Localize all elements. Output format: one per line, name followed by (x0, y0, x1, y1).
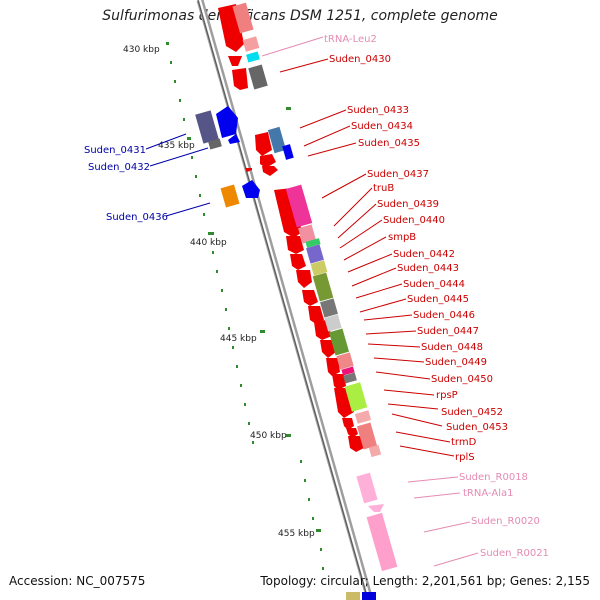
gene-arrow (242, 180, 260, 198)
gene-box (298, 224, 316, 244)
accession-text: Accession: NC_007575 (9, 574, 146, 588)
gene-label-suden-0444: Suden_0444 (403, 279, 465, 290)
gene-label-trna-ala1: tRNA-Ala1 (463, 488, 513, 499)
gene-box (312, 272, 334, 302)
gene-arrow (262, 166, 278, 176)
gene-label-trna-leu2: tRNA-Leu2 (324, 34, 377, 45)
gene-arrow (296, 270, 312, 288)
gene-box (208, 138, 222, 150)
gene-label-suden-0436: Suden_0436 (106, 212, 168, 223)
kbp-label-440: 440 kbp (190, 238, 227, 248)
gene-label-suden-0442: Suden_0442 (393, 249, 455, 260)
gene-labels: tRNA-Leu2 Suden_0430 Suden_0431 Suden_04… (84, 34, 549, 559)
gene-box (232, 2, 254, 34)
gene-label-suden-r0021: Suden_R0021 (480, 548, 549, 559)
gene-box (282, 144, 294, 160)
gene-box (305, 238, 321, 248)
gene-arrows-inner (218, 4, 364, 452)
gene-box (246, 51, 260, 63)
gene-arrow (274, 188, 302, 238)
gene-label-suden-0452: Suden_0452 (441, 407, 503, 418)
gene-label-trub: truB (373, 183, 394, 194)
gene-arrow (308, 306, 324, 324)
gene-label-trmd: trmD (451, 437, 477, 448)
gene-arrow (216, 106, 238, 138)
gene-box (356, 472, 378, 504)
gene-arrow (346, 428, 358, 438)
gene-box (356, 422, 378, 450)
gene-label-suden-r0020: Suden_R0020 (471, 516, 540, 527)
kbp-label-450: 450 kbp (250, 431, 287, 441)
gene-box (343, 372, 357, 384)
gene-box (248, 64, 268, 90)
gene-arrow (290, 254, 306, 270)
gene-box (306, 244, 324, 264)
gene-arrow (286, 236, 304, 254)
gene-arrow (302, 290, 318, 306)
gene-label-suden-0448: Suden_0448 (421, 342, 483, 353)
kbp-label-430: 430 kbp (123, 45, 160, 55)
gene-box (336, 352, 354, 370)
gene-label-suden-0434: Suden_0434 (351, 121, 413, 132)
gene-label-suden-0440: Suden_0440 (383, 215, 445, 226)
gene-box (344, 382, 368, 412)
gene-box (328, 328, 350, 356)
gene-box (341, 366, 355, 376)
gene-box (220, 184, 240, 208)
gene-box (366, 512, 398, 572)
kbp-label-445: 445 kbp (220, 334, 257, 344)
gene-box (354, 410, 372, 424)
kbp-label-455: 455 kbp (278, 529, 315, 539)
gene-box (368, 444, 382, 458)
gene-box (324, 314, 342, 332)
gene-label-suden-0449: Suden_0449 (425, 357, 487, 368)
gene-label-suden-0431: Suden_0431 (84, 145, 146, 156)
gene-box (362, 592, 376, 600)
gene-arrow (326, 358, 340, 376)
gene-label-suden-0446: Suden_0446 (413, 310, 475, 321)
gene-box (242, 36, 260, 52)
gene-label-suden-0439: Suden_0439 (377, 199, 439, 210)
gene-label-suden-0443: Suden_0443 (397, 263, 459, 274)
gene-label-suden-0433: Suden_0433 (347, 105, 409, 116)
gene-box (320, 298, 338, 318)
gene-arrow (320, 340, 336, 358)
gene-label-suden-0453: Suden_0453 (446, 422, 508, 433)
gene-arrow (342, 418, 354, 430)
gene-box (195, 110, 219, 144)
kbp-label-435: 435 kbp (158, 141, 195, 151)
kbp-tick-ring (166, 42, 324, 570)
gene-box (310, 260, 328, 276)
label-leader-lines (145, 36, 479, 567)
gene-label-suden-0445: Suden_0445 (407, 294, 469, 305)
gene-label-suden-0430: Suden_0430 (329, 54, 391, 65)
gene-label-suden-0435: Suden_0435 (358, 138, 420, 149)
gene-arrow (255, 132, 272, 156)
gene-label-rpls: rplS (455, 452, 475, 463)
gene-box (368, 504, 384, 512)
genome-backbone (196, 0, 374, 600)
gene-arrow (332, 374, 346, 390)
gene-label-suden-0447: Suden_0447 (417, 326, 479, 337)
gene-label-rpsp: rpsP (436, 390, 458, 401)
topology-text: Topology: circular; Length: 2,201,561 bp… (260, 574, 590, 588)
gene-box (285, 184, 313, 228)
gene-arrow (232, 68, 248, 90)
gene-arrow (228, 134, 240, 144)
gene-label-suden-0437: Suden_0437 (367, 169, 429, 180)
gene-arrow (260, 154, 276, 168)
gene-arrow (348, 436, 364, 452)
gene-boxes-outer (232, 2, 398, 600)
gene-box (346, 592, 360, 600)
gene-label-smpb: smpB (388, 232, 416, 243)
gene-box (267, 126, 287, 154)
gene-label-suden-0450: Suden_0450 (431, 374, 493, 385)
gene-arrow (245, 168, 252, 172)
gene-arrow (228, 56, 242, 66)
gene-features-left (195, 106, 260, 208)
gene-label-suden-0432: Suden_0432 (88, 162, 150, 173)
gene-label-suden-r0018: Suden_R0018 (459, 472, 528, 483)
